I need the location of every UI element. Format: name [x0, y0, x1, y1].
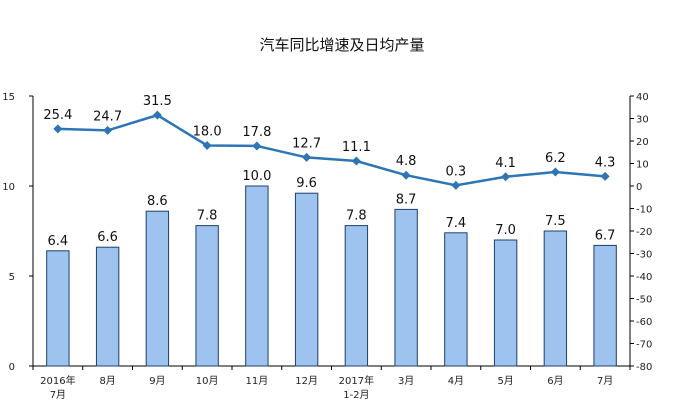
line-point — [451, 180, 461, 190]
y-right-tick-label: -70 — [636, 340, 652, 351]
bar-value-label: 7.8 — [346, 209, 367, 224]
y-right-tick-label: 0 — [636, 182, 642, 193]
line-value-label: 24.7 — [93, 109, 122, 124]
line-value-label: 4.8 — [396, 154, 417, 169]
line-point — [351, 156, 361, 166]
bar — [245, 185, 269, 367]
y-right-tick-label: -50 — [636, 295, 652, 306]
bar-value-label: 7.8 — [197, 209, 218, 224]
y-right-tick-label: -60 — [636, 317, 652, 328]
y-right-tick-label: -20 — [636, 227, 652, 238]
line-value-label: 18.0 — [193, 125, 222, 140]
bar — [394, 208, 418, 367]
bar-value-label: 7.0 — [495, 223, 516, 238]
line-series — [53, 110, 610, 190]
line-value-label: 31.5 — [143, 94, 172, 109]
x-tick-label: 10月 — [196, 375, 219, 387]
bar — [195, 225, 219, 367]
bar-value-label: 6.4 — [48, 234, 69, 249]
bar-value-label: 9.6 — [296, 176, 317, 191]
line-point — [501, 172, 511, 182]
y-left-tick-label: 5 — [9, 272, 15, 283]
y-right-tick-label: 20 — [636, 137, 649, 148]
line-point — [302, 152, 312, 162]
line-value-label: 6.2 — [545, 151, 566, 166]
bar — [543, 230, 568, 367]
line-point — [550, 167, 560, 177]
x-tick-label: 3月 — [398, 375, 414, 387]
y-right-tick-label: -80 — [636, 362, 652, 373]
bar — [46, 250, 70, 367]
line-value-label: 4.3 — [595, 155, 616, 170]
x-tick-label: 4月 — [448, 375, 464, 387]
bar — [145, 210, 170, 367]
bar — [493, 239, 518, 367]
line-point — [103, 125, 113, 135]
chart-axes: 0 5 10 15 40 30 20 10 0 -10 -20 -30 -40 -50 -60 -70 -80 2… — [2, 92, 652, 401]
data-labels: 6.4 6.6 8.6 7.8 10.0 9.6 7.8 8.7 7.4 7.0 7.5 6.7 25.… — [43, 94, 615, 249]
bar-value-label: 10.0 — [242, 169, 271, 184]
y-left-tick-label: 15 — [2, 92, 15, 103]
line-point — [152, 110, 162, 120]
y-right-tick-label: 30 — [636, 115, 649, 126]
bar — [593, 244, 617, 367]
line-value-label: 12.7 — [292, 136, 321, 151]
line-value-label: 4.1 — [495, 156, 516, 171]
bar — [444, 232, 468, 367]
x-tick-label: 5月 — [497, 375, 513, 387]
y-left-tick-label: 10 — [2, 182, 15, 193]
bar-value-label: 8.7 — [396, 192, 417, 207]
chart-title: 汽车同比增速及日均产量 — [259, 36, 424, 54]
x-tick-label: 9月 — [149, 375, 165, 387]
line-point — [401, 170, 411, 180]
y-right-tick-label: 10 — [636, 160, 649, 171]
y-right-tick-label: -40 — [636, 272, 652, 283]
x-tick-label: 12月 — [295, 375, 318, 387]
x-tick-label: 7月 — [50, 389, 66, 401]
bar — [294, 192, 319, 367]
bar-series — [46, 185, 617, 367]
x-tick-label: 8月 — [99, 375, 115, 387]
bar-value-label: 7.5 — [545, 214, 566, 229]
line-value-label: 17.8 — [242, 125, 271, 140]
line-point — [53, 124, 63, 134]
x-tick-label: 1-2月 — [343, 389, 369, 401]
bar — [95, 246, 120, 367]
bar-value-label: 6.7 — [595, 228, 616, 243]
line-point — [202, 141, 212, 150]
bar-value-label: 6.6 — [97, 230, 118, 245]
x-tick-label: 11月 — [246, 375, 269, 387]
bar-value-label: 8.6 — [147, 194, 168, 209]
y-left-tick-label: 0 — [9, 362, 15, 373]
line-point — [252, 141, 262, 151]
bar-value-label: 7.4 — [446, 216, 467, 231]
line-point — [600, 171, 610, 181]
x-tick-label: 6月 — [547, 375, 563, 387]
line-value-label: 11.1 — [342, 140, 371, 155]
y-right-tick-label: 40 — [636, 92, 649, 103]
y-right-tick-label: -30 — [636, 250, 652, 261]
y-right-tick-label: -10 — [636, 205, 652, 216]
line-value-label: 25.4 — [43, 108, 72, 123]
x-tick-label: 2016年 — [40, 374, 75, 387]
line-value-label: 0.3 — [446, 164, 467, 179]
x-tick-label: 2017年 — [339, 374, 374, 387]
line-path — [57, 113, 606, 187]
x-tick-label: 7月 — [597, 375, 613, 387]
bar — [344, 225, 369, 367]
